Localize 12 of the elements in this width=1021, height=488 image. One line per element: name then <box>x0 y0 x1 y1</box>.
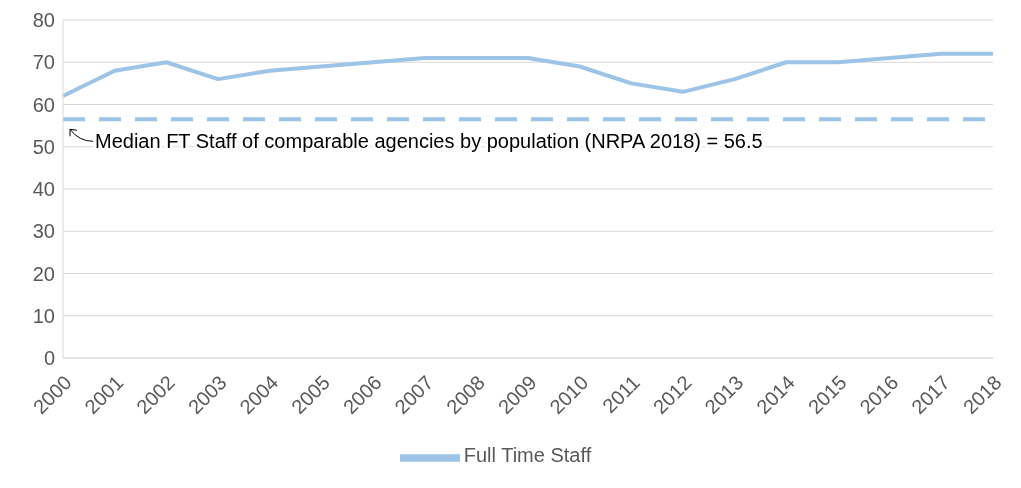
annotation: Median FT Staff of comparable agencies by population (NRPA 2018) = 56.5 <box>95 130 763 153</box>
y-tick-label: 0 <box>43 347 55 370</box>
y-tick-label: 70 <box>32 51 55 74</box>
y-tick-label: 50 <box>32 135 55 158</box>
line-series <box>61 51 995 99</box>
y-tick-label: 80 <box>32 9 55 32</box>
y-tick-label: 60 <box>32 93 55 116</box>
y-tick-label: 30 <box>32 220 55 243</box>
y-tick-label: 10 <box>32 304 55 327</box>
legend-label: Full Time Staff <box>463 444 592 467</box>
y-tick-label: 40 <box>32 178 55 201</box>
y-tick-label: 20 <box>32 262 55 285</box>
